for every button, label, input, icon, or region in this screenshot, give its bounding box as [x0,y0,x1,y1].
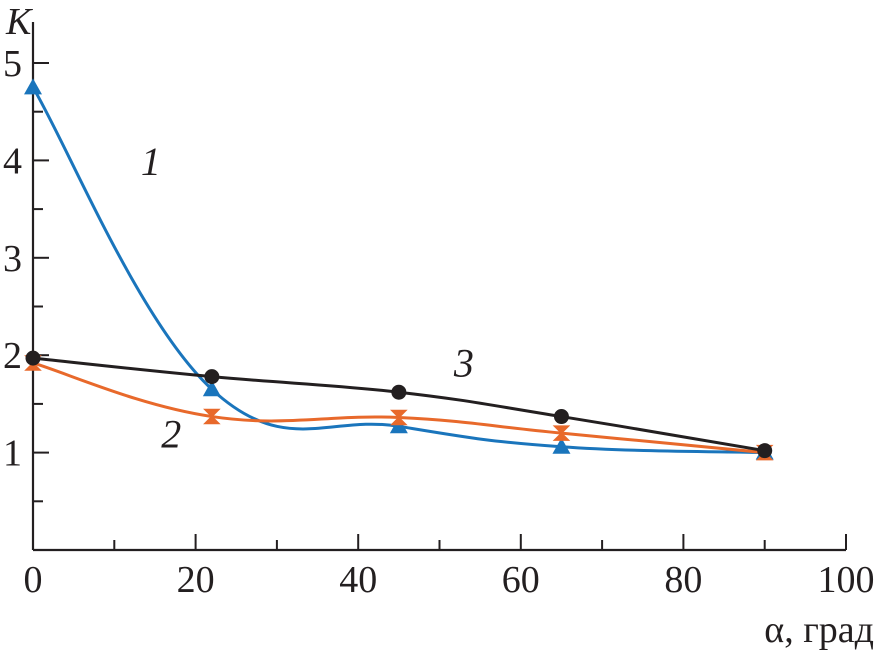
x-tick-label: 40 [339,559,377,601]
data-point [391,384,407,400]
series-3-line [32,356,765,453]
series-label-3: 3 [453,341,474,386]
data-point [553,409,569,425]
axes: 1 2 3 4 5 0 20 40 60 80 100 [3,22,875,601]
data-point [389,417,408,434]
y-tick-label: 4 [3,140,22,182]
x-tick-label: 0 [24,559,43,601]
y-tick-label: 1 [3,433,22,475]
series-3 [25,350,773,459]
data-point [204,369,220,385]
x-tick-label: 20 [177,559,215,601]
series-label-2: 2 [161,412,181,457]
series-layer [24,78,774,461]
y-tick-label: 5 [3,43,22,85]
series-label-1: 1 [141,139,161,184]
series-2-line [32,361,765,455]
data-point [390,409,408,426]
series-2 [24,355,774,461]
data-point [552,425,571,441]
x-tick-label: 80 [664,559,702,601]
data-point [24,78,42,95]
data-point [757,443,773,459]
series-1 [24,78,774,460]
y-axis-label: K [5,1,33,43]
data-point [202,380,221,397]
data-point [552,437,571,454]
y-tick-label: 3 [3,238,22,280]
series-1-line [31,86,765,455]
labels-layer: K α, град 1 2 3 [5,1,874,651]
data-point [25,350,41,366]
y-tick-label: 2 [3,335,22,377]
x-tick-label: 100 [818,559,875,601]
data-point [203,408,221,425]
x-axis-label: α, град [764,609,874,651]
x-tick-label: 60 [502,559,540,601]
